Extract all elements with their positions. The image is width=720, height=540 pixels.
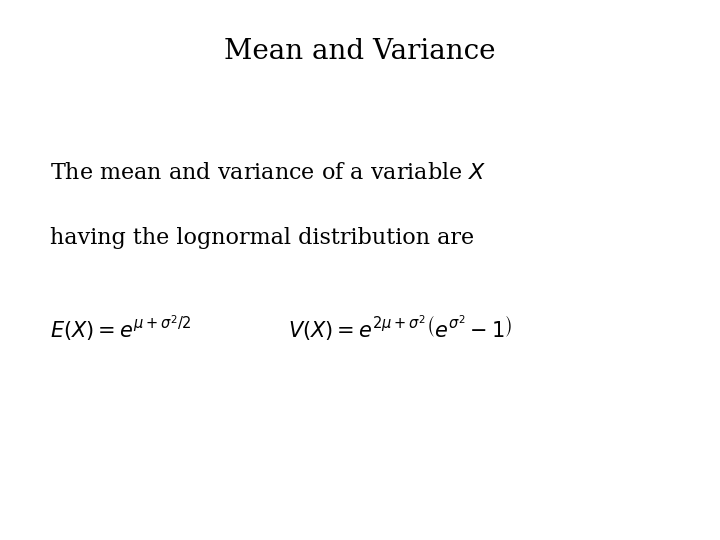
Text: having the lognormal distribution are: having the lognormal distribution are xyxy=(50,227,474,249)
Text: The mean and variance of a variable $X$: The mean and variance of a variable $X$ xyxy=(50,162,487,184)
Text: $E(X) = e^{\mu+\sigma^2/2}$: $E(X) = e^{\mu+\sigma^2/2}$ xyxy=(50,313,192,343)
Text: Mean and Variance: Mean and Variance xyxy=(224,38,496,65)
Text: $V(X) = e^{2\mu+\sigma^2}\left(e^{\sigma^2}-1\right)$: $V(X) = e^{2\mu+\sigma^2}\left(e^{\sigma… xyxy=(288,313,512,343)
